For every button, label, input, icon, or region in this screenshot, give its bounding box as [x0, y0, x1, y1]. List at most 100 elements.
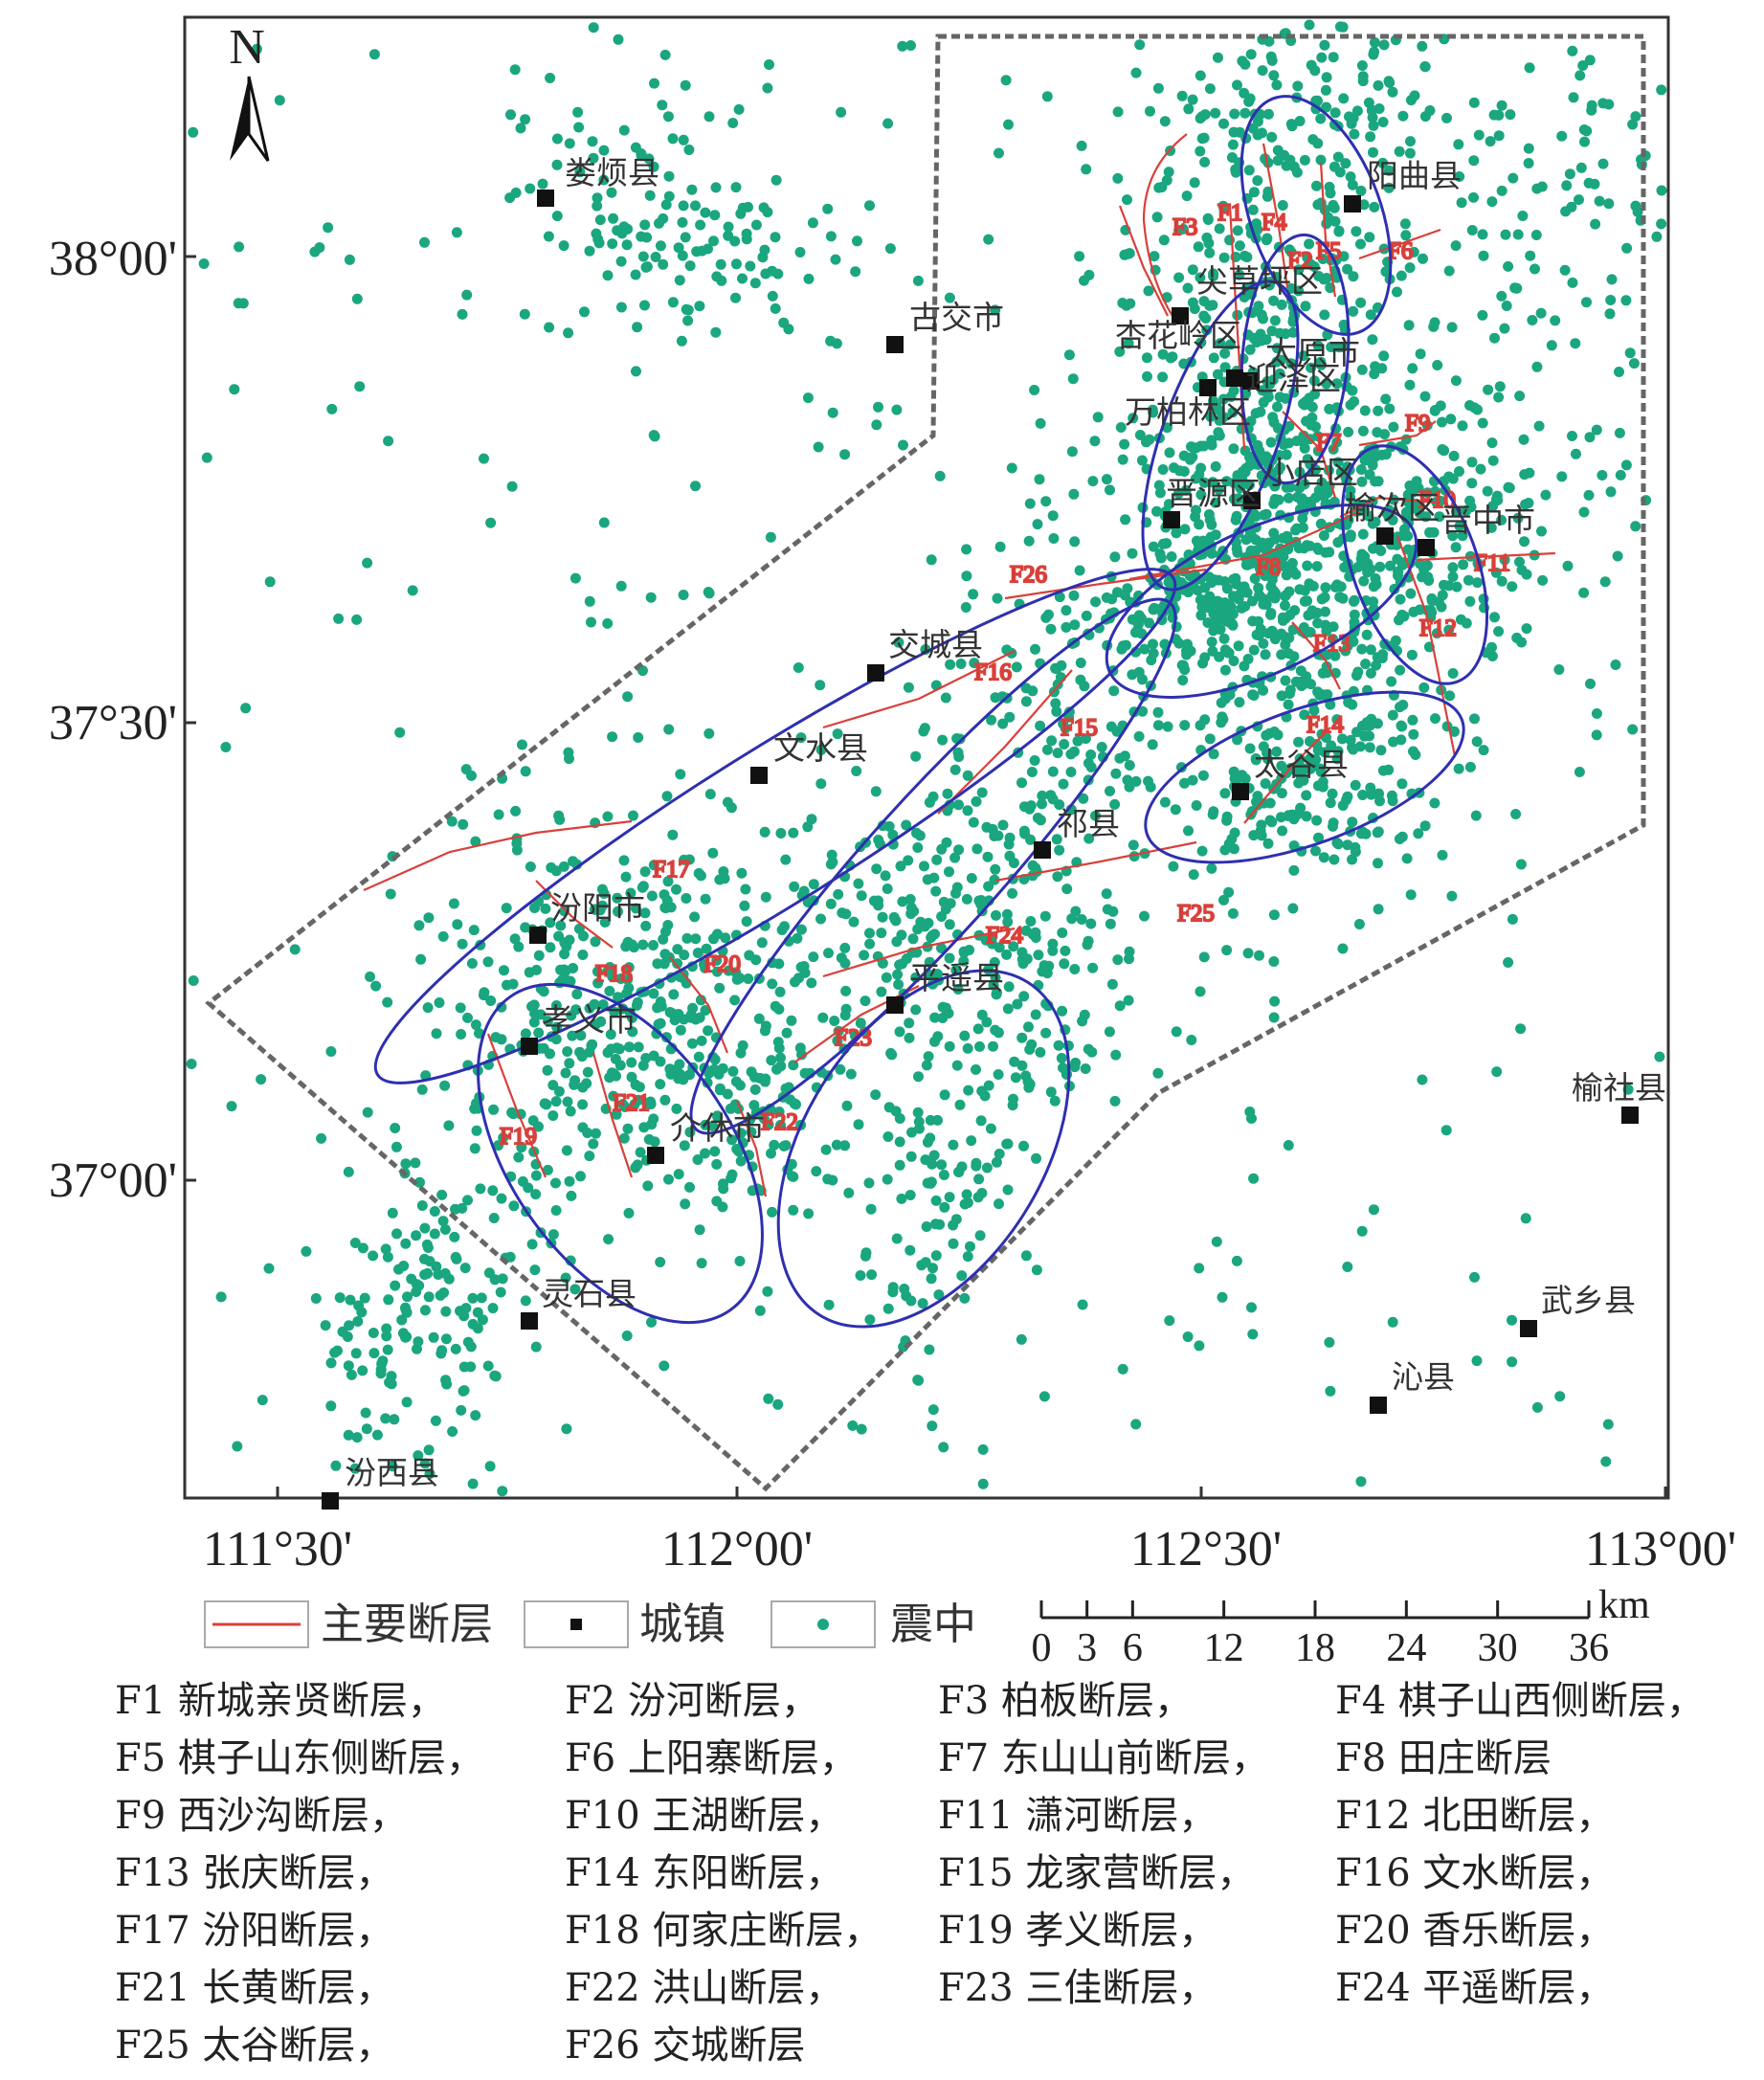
epicenter-dot: [1326, 740, 1337, 751]
epicenter-dot: [1531, 361, 1543, 372]
epicenter-dot: [456, 1404, 467, 1416]
epicenter-dot: [852, 235, 862, 247]
epicenter-dot: [1218, 252, 1230, 263]
epicenter-dot: [382, 1344, 393, 1355]
epicenter-dot: [1240, 534, 1252, 546]
epicenter-dot: [776, 925, 788, 935]
epicenter-dot: [387, 1461, 398, 1472]
epicenter-dot: [1590, 218, 1601, 230]
fault-line: [1118, 205, 1169, 317]
epicenter-dot: [1145, 781, 1156, 793]
epicenter-dot: [1367, 112, 1378, 123]
epicenter-dot: [1256, 830, 1267, 841]
epicenter-dot: [1556, 130, 1568, 142]
epicenter-dot: [953, 799, 964, 811]
epicenter-dot: [1468, 97, 1480, 108]
epicenter-dot: [1571, 448, 1581, 459]
epicenter-dot: [1045, 1086, 1057, 1098]
epicenter-dot: [1471, 1355, 1483, 1367]
epicenter-dot: [695, 219, 706, 231]
fault-line: [735, 1100, 768, 1197]
epicenter-dot: [1320, 582, 1331, 593]
epicenter-dot: [921, 1060, 932, 1071]
epicenter-dot: [1262, 108, 1274, 120]
epicenter-dot: [1168, 861, 1179, 872]
epicenter-dot: [1203, 571, 1215, 583]
lon-axis: 111°30' 112°00' 112°30' 113°00': [203, 1487, 1736, 1577]
legend-fault-label: 主要断层: [321, 1599, 493, 1649]
epicenter-dot: [1182, 282, 1194, 294]
epicenter-dot: [941, 837, 952, 848]
epicenter-dot: [1061, 621, 1072, 633]
epicenter-dot: [750, 219, 762, 231]
fault-line: [1128, 510, 1360, 581]
epicenter-dot: [1628, 358, 1640, 369]
epicenter-dot: [1332, 839, 1344, 850]
epicenter-dot: [1466, 478, 1478, 489]
epicenter-dot: [806, 814, 817, 825]
epicenter-dot: [1283, 1140, 1294, 1151]
epicenter-dot: [1447, 668, 1459, 679]
epicenter-dot: [1383, 182, 1395, 193]
epicenter-dot: [1312, 745, 1324, 756]
town-label: 晋源区: [1166, 475, 1261, 512]
epicenter-dot: [891, 404, 903, 415]
epicenter-dot: [508, 1200, 520, 1212]
epicenter-dot: [1219, 347, 1231, 359]
epicenter-dot: [1051, 705, 1062, 717]
town-label: 小店区: [1263, 454, 1358, 491]
epicenter-dot: [630, 269, 641, 280]
epicenter-dot: [1130, 627, 1141, 638]
epicenter-dot: [1361, 717, 1373, 728]
epicenter-dot: [678, 1014, 689, 1025]
epicenter-dot: [927, 1263, 938, 1274]
epicenter-dot: [559, 949, 570, 960]
epicenter-dot: [1081, 610, 1092, 621]
epicenter-dot: [1512, 512, 1524, 524]
epicenter-dot: [865, 1203, 877, 1215]
epicenter-dot: [711, 1196, 723, 1207]
epicenter-dot: [1410, 503, 1420, 514]
epicenter-dot: [1359, 405, 1371, 416]
epicenter-dot: [1627, 724, 1639, 735]
epicenter-dot: [937, 1001, 949, 1013]
epicenter-dot: [729, 235, 741, 247]
epicenter-dot: [1364, 730, 1375, 742]
epicenter-dot: [530, 1341, 542, 1353]
epicenter-dot: [1204, 591, 1216, 602]
epicenter-dot: [780, 854, 792, 865]
epicenter-dot: [1261, 508, 1272, 520]
epicenter-dot: [1253, 301, 1264, 312]
epicenter-dot: [575, 1030, 587, 1041]
epicenter-dot: [595, 1016, 607, 1027]
epicenter-dot: [864, 1314, 876, 1326]
epicenter-dot: [1453, 139, 1464, 150]
epicenter-dot: [608, 212, 619, 224]
epicenter-dot: [775, 1052, 786, 1063]
epicenter-dot: [1356, 60, 1368, 71]
epicenter-dot: [342, 1331, 353, 1342]
epicenter-dot: [484, 1461, 496, 1472]
epicenter-dot: [1164, 1315, 1175, 1327]
epicenter-dot: [530, 1170, 542, 1181]
epicenter-dot: [1453, 763, 1464, 774]
epicenter-dot: [1087, 476, 1099, 487]
epicenter-dot: [1326, 342, 1337, 352]
epicenter-dot: [1449, 726, 1460, 737]
epicenter-dot: [1340, 158, 1351, 169]
epicenter-dot: [1356, 476, 1368, 487]
epicenter-dot: [707, 847, 719, 859]
epicenter-dot: [912, 275, 924, 286]
town-label: 榆次区: [1345, 489, 1440, 526]
epicenter-dot: [390, 1280, 401, 1291]
epicenter-dot: [1365, 309, 1376, 321]
epicenter-dot: [1443, 580, 1455, 592]
epicenter-dot: [1520, 499, 1531, 510]
epicenter-dot: [1394, 834, 1405, 844]
epicenter-dot: [438, 1287, 450, 1298]
epicenter-dot: [1276, 788, 1287, 799]
epicenter-dot: [1315, 113, 1327, 124]
epicenter-dot: [1356, 643, 1368, 655]
epicenter-dot: [930, 1250, 942, 1262]
epicenter-dot: [939, 1201, 950, 1213]
